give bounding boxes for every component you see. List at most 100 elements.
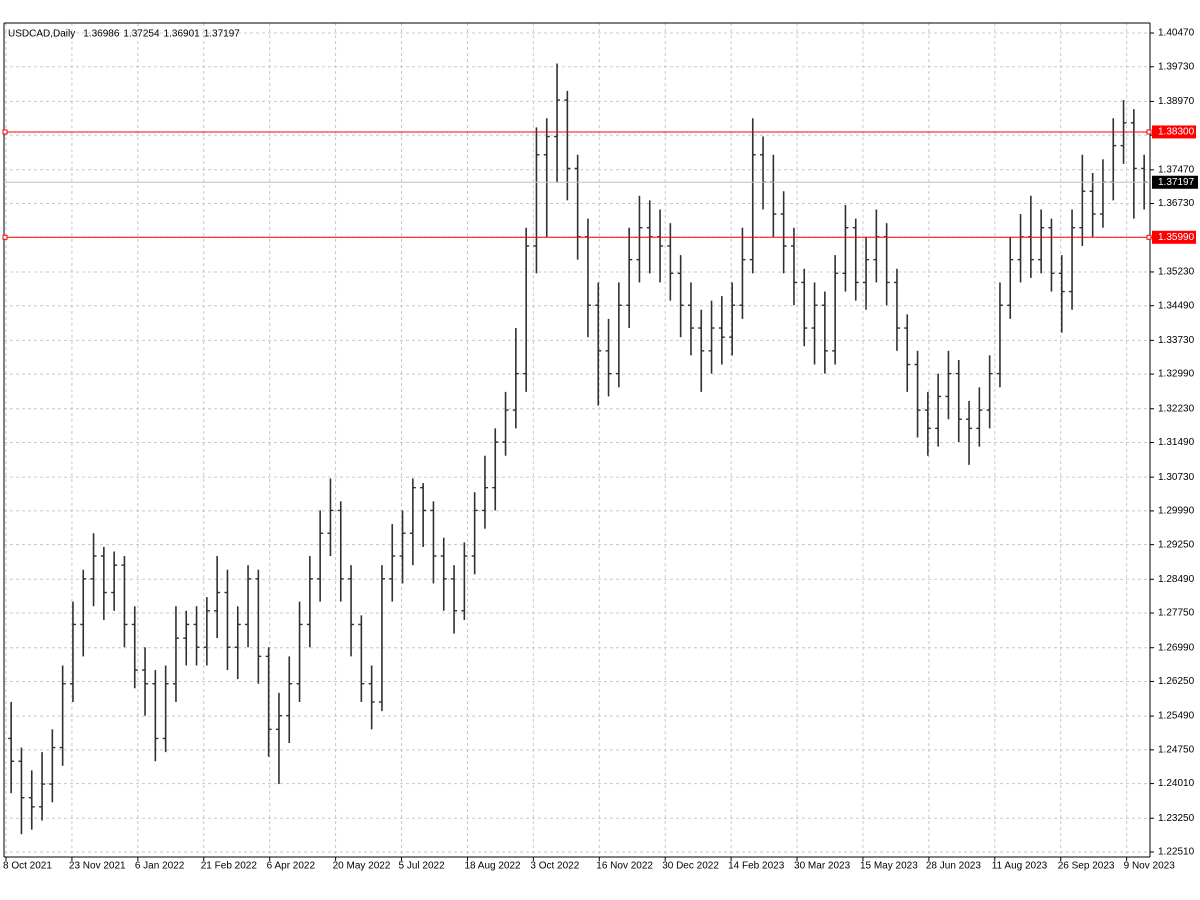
- ohlc-bar: [80, 569, 87, 657]
- ohlc-bar: [821, 291, 828, 374]
- ohlc-header: 1.36986 1.37254 1.36901 1.37197: [83, 29, 240, 40]
- level-handle: [2, 129, 8, 135]
- ohlc-bar: [409, 478, 416, 566]
- ohlc-bar: [471, 492, 478, 575]
- ohlc-bar: [893, 268, 900, 351]
- y-tick-label: 1.33730: [1158, 335, 1195, 346]
- x-tick-label: 16 Nov 2022: [596, 861, 653, 872]
- ohlc-bar: [8, 701, 15, 794]
- ohlc-bar: [863, 236, 870, 310]
- ohlc-bar: [214, 556, 221, 639]
- ohlc-bar: [1069, 209, 1076, 310]
- x-tick-label: 26 Sep 2023: [1058, 861, 1115, 872]
- ohlc-bar: [595, 282, 602, 406]
- y-tick-label: 1.24010: [1158, 778, 1195, 789]
- ohlc-bar: [245, 565, 252, 648]
- y-tick-label: 1.32990: [1158, 369, 1195, 380]
- ohlc-bar: [100, 546, 107, 620]
- ohlc-bar: [780, 191, 787, 274]
- ohlc-bar: [955, 359, 962, 443]
- ohlc-bar: [996, 282, 1003, 388]
- x-tick-label: 5 Jul 2022: [399, 861, 446, 872]
- ohlc-bar: [543, 118, 550, 237]
- ohlc-bar: [183, 610, 190, 666]
- x-tick-label: 9 Nov 2023: [1124, 861, 1176, 872]
- x-tick-label: 6 Jan 2022: [135, 861, 185, 872]
- ohlc-bar: [162, 665, 169, 753]
- x-tick-label: 28 Jun 2023: [926, 861, 981, 872]
- ohlc-bar: [502, 391, 509, 456]
- ohlc-bar: [368, 665, 375, 730]
- y-tick-label: 1.22510: [1158, 847, 1195, 858]
- ohlc-bar: [605, 318, 612, 397]
- level-box: [1152, 230, 1196, 244]
- ohlc-bar: [615, 282, 622, 388]
- y-tick-label: 1.39730: [1158, 61, 1195, 72]
- header-value: 1.37254: [123, 29, 160, 40]
- y-tick-label: 1.23250: [1158, 813, 1195, 824]
- ohlc-bar: [667, 223, 674, 301]
- ohlc-bar: [626, 227, 633, 329]
- ohlc-bar: [461, 542, 468, 620]
- y-tick-label: 1.29990: [1158, 506, 1195, 517]
- ohlc-bar: [317, 510, 324, 602]
- ohlc-bar: [121, 556, 128, 648]
- current-price-label: 1.37197: [1158, 177, 1195, 188]
- x-tick-label: 18 Aug 2022: [464, 861, 521, 872]
- ohlc-bar: [687, 282, 694, 356]
- ohlc-bar: [811, 282, 818, 365]
- header-value: 1.37197: [204, 29, 241, 40]
- ohlc-bar: [481, 455, 488, 529]
- x-tick-label: 3 Oct 2022: [530, 861, 579, 872]
- ohlc-bar: [986, 355, 993, 429]
- ohlc-bar: [1130, 109, 1137, 219]
- ohlc-bar: [914, 350, 921, 438]
- y-tick-label: 1.29250: [1158, 539, 1195, 550]
- level-label: 1.35990: [1158, 232, 1195, 243]
- y-tick-label: 1.32230: [1158, 403, 1195, 414]
- ohlc-bar: [1038, 209, 1045, 274]
- ohlc-bar: [533, 127, 540, 274]
- ohlc-bar: [69, 601, 76, 702]
- ohlc-bar: [399, 510, 406, 584]
- ohlc-bar: [224, 569, 231, 671]
- ohlc-bar: [451, 565, 458, 634]
- x-tick-label: 14 Feb 2023: [728, 861, 785, 872]
- y-tick-label: 1.30730: [1158, 472, 1195, 483]
- ohlc-bar: [718, 296, 725, 365]
- x-tick-label: 6 Apr 2022: [267, 861, 316, 872]
- ohlc-bar: [966, 401, 973, 465]
- ohlc-bar: [636, 195, 643, 283]
- y-tick-label: 1.26250: [1158, 676, 1195, 687]
- ohlc-bar: [39, 752, 46, 821]
- x-tick-label: 20 May 2022: [333, 861, 391, 872]
- ohlc-bar: [152, 670, 159, 762]
- y-tick-label: 1.28490: [1158, 574, 1195, 585]
- ohlc-bar: [729, 282, 736, 356]
- ohlc-bar: [59, 665, 66, 766]
- x-tick-label: 11 Aug 2023: [992, 861, 1048, 872]
- level-handle: [1146, 234, 1152, 240]
- x-tick-label: 15 May 2023: [860, 861, 918, 872]
- ohlc-bar: [111, 551, 118, 611]
- ohlc-bar: [554, 63, 561, 183]
- ohlc-bar: [1089, 172, 1096, 237]
- ohlc-bar: [234, 606, 241, 680]
- x-tick-label: 30 Dec 2022: [662, 861, 719, 872]
- levels: 1.37197 1.38300 1.35990: [2, 125, 1198, 244]
- ohlc-bar: [1079, 154, 1086, 246]
- ohlc-bar: [420, 483, 427, 547]
- y-tick-label: 1.26990: [1158, 642, 1195, 653]
- y-tick-label: 1.37470: [1158, 164, 1195, 175]
- plot-area: [8, 63, 1148, 835]
- ohlc-bar: [790, 227, 797, 306]
- ohlc-bar: [677, 255, 684, 338]
- x-tick-label: 30 Mar 2023: [794, 861, 851, 872]
- y-tick-label: 1.36730: [1158, 198, 1195, 209]
- ohlc-bar: [306, 556, 313, 648]
- ohlc-bar: [801, 268, 808, 347]
- level-handle: [2, 234, 8, 240]
- level-label: 1.38300: [1158, 127, 1195, 138]
- ohlc-bar: [337, 501, 344, 602]
